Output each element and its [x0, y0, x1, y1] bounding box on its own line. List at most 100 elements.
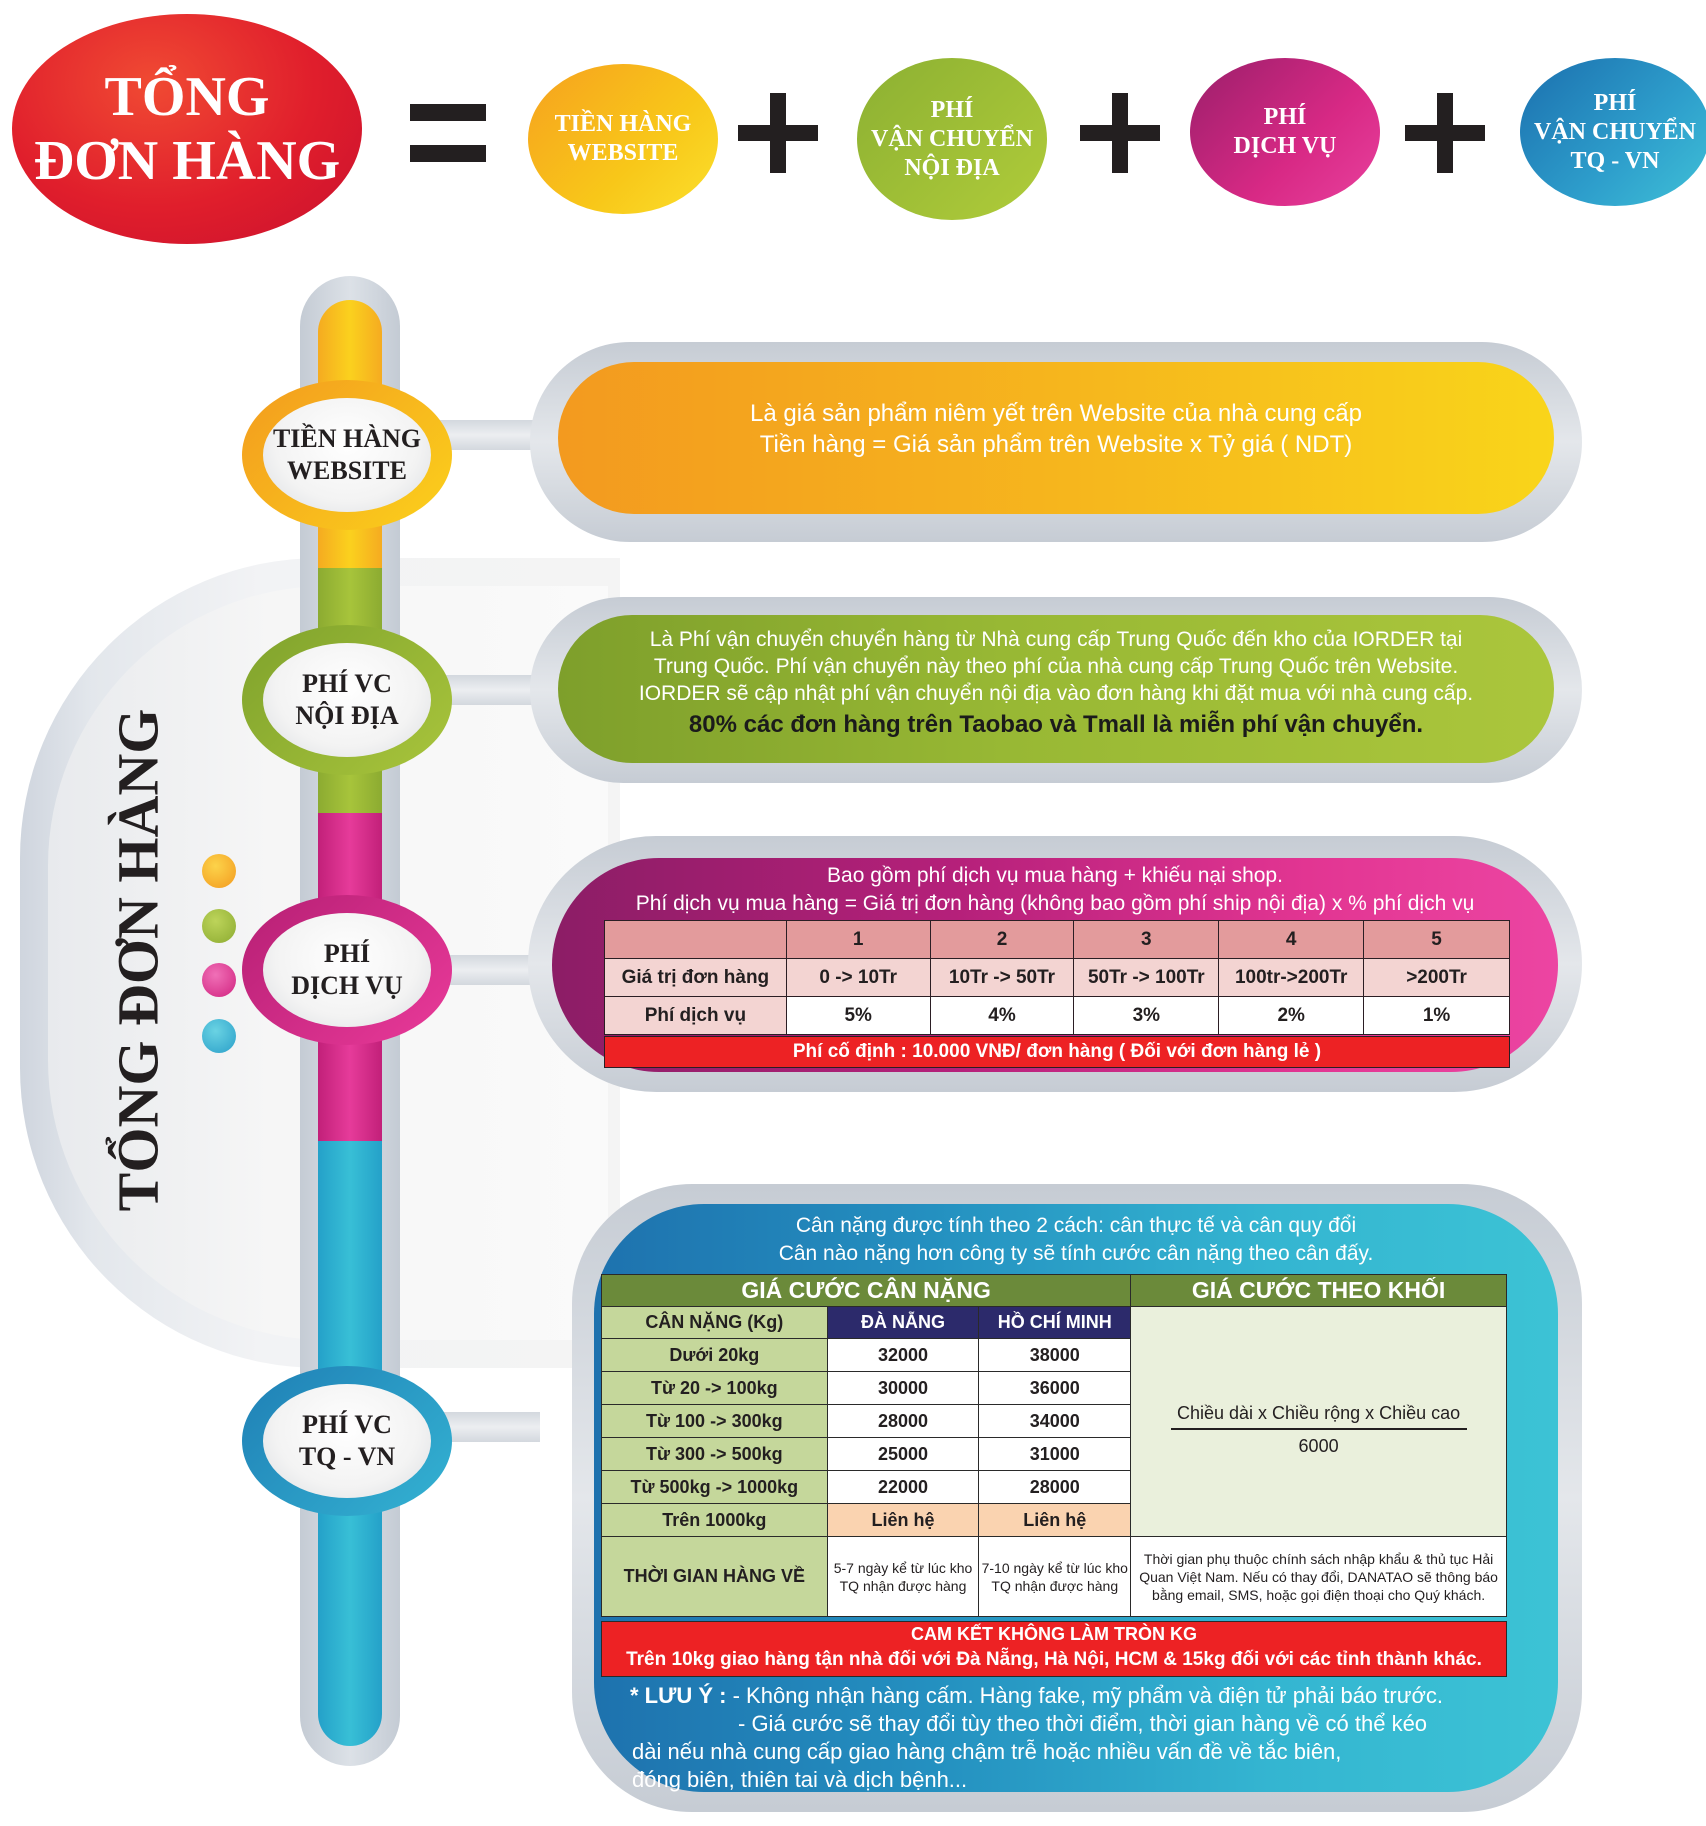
service-fee-corner [604, 920, 787, 959]
website-fee-line-1: Là giá sản phẩm niêm yết trên Website củ… [750, 400, 1362, 427]
website-fee-line-2: Tiền hàng = Giá sản phẩm trên Website x … [759, 431, 1353, 458]
col-danang-header: ĐÀ NẴNG [826, 1306, 980, 1339]
service-fee-value: 50Tr -> 100Tr [1073, 958, 1220, 997]
delivery-time-row: THỜI GIAN HÀNG VỀ 5-7 ngày kể từ lúc kho… [601, 1536, 1507, 1617]
node-international: PHÍ VC TQ - VN [242, 1366, 452, 1516]
rate-danang: 28000 [826, 1404, 980, 1438]
formula-service-oval: PHÍ DỊCH VỤ [1190, 58, 1380, 206]
plus-sign-2 [1080, 93, 1160, 173]
rate-row: Từ 20 -> 100kg 30000 36000 [601, 1371, 1507, 1405]
domestic-fee-line-2: Trung Quốc. Phí vận chuyển này theo phí … [653, 655, 1459, 678]
rate-row-label: Từ 300 -> 500kg [601, 1437, 828, 1471]
rate-hcm: 38000 [978, 1338, 1132, 1372]
service-fee-level-row: 1 2 3 4 5 [604, 920, 1510, 959]
service-fee-percent-row: Phí dịch vụ 5% 4% 3% 2% 1% [604, 996, 1510, 1035]
formula-international-line-1: PHÍ [1593, 89, 1637, 116]
service-fee-percent: 3% [1073, 996, 1220, 1035]
formula-service-line-1: PHÍ [1263, 104, 1307, 130]
formula-domestic-line-1: PHÍ [930, 96, 974, 123]
rate-row: Từ 300 -> 500kg 25000 31000 [601, 1437, 1507, 1471]
commitment-title: CAM KẾT KHÔNG LÀM TRÒN KG [911, 1624, 1197, 1644]
service-fee-line-1: Bao gồm phí dịch vụ mua hàng + khiếu nại… [827, 864, 1283, 887]
delivery-time-danang: 5-7 ngày kể từ lúc kho TQ nhận được hàng [826, 1536, 980, 1617]
plus-sign-3 [1405, 93, 1485, 173]
node-domestic: PHÍ VC NỘI ĐỊA [242, 625, 452, 775]
rate-hcm: 34000 [978, 1404, 1132, 1438]
service-fee-value: 0 -> 10Tr [785, 958, 931, 997]
formula-website-line-2: WEBSITE [567, 140, 679, 166]
volume-formula-divider [1170, 1428, 1467, 1430]
volume-formula-numerator: Chiều dài x Chiều rộng x Chiều cao [1176, 1403, 1461, 1423]
node-service-line-2: DỊCH VỤ [291, 971, 403, 1000]
node-website: TIỀN HÀNG WEBSITE [242, 380, 452, 530]
service-fee-level: 5 [1363, 920, 1510, 959]
service-fee-level: 4 [1218, 920, 1365, 959]
rate-hcm: 31000 [978, 1437, 1132, 1471]
equals-sign [410, 104, 486, 162]
formula-website-line-1: TIỀN HÀNG [554, 111, 692, 137]
rate-row: Dưới 20kg 32000 38000 [601, 1338, 1507, 1372]
commitment-bar: CAM KẾT KHÔNG LÀM TRÒN KG Trên 10kg giao… [601, 1621, 1507, 1677]
domestic-fee-line-3: IORDER sẽ cập nhật phí vận chuyển nội đị… [638, 682, 1474, 705]
service-fee-table: 1 2 3 4 5 Giá trị đơn hàng 0 -> 10Tr 10T… [604, 920, 1510, 1035]
total-order-line-1: TỔNG [104, 66, 270, 128]
rate-danang: 25000 [826, 1437, 980, 1471]
rate-hcm: 28000 [978, 1470, 1132, 1504]
service-fee-percent: 1% [1363, 996, 1510, 1035]
formula-website-oval: TIỀN HÀNG WEBSITE [528, 64, 718, 214]
service-fee-value: 10Tr -> 50Tr [929, 958, 1075, 997]
weight-rate-title: GIÁ CƯỚC CÂN NẶNG [600, 1274, 1132, 1307]
total-order-line-2: ĐƠN HÀNG [33, 130, 341, 192]
node-website-line-1: TIỀN HÀNG [272, 424, 422, 453]
volume-formula-denominator: 6000 [1298, 1435, 1339, 1456]
formula-domestic-line-3: NỘI ĐỊA [904, 154, 1000, 181]
commitment-text: Trên 10kg giao hàng tận nhà đối với Đà N… [626, 1649, 1482, 1670]
shipping-notes: * LƯU Ý : - Không nhận hàng cấm. Hàng fa… [620, 1682, 1540, 1794]
rate-row: Từ 500kg -> 1000kg 22000 28000 [601, 1470, 1507, 1504]
plus-sign-1 [738, 93, 818, 173]
dot-orange [202, 854, 236, 888]
node-website-line-2: WEBSITE [287, 456, 407, 485]
side-title-text: TỔNG ĐƠN HÀNG [105, 708, 171, 1212]
shipping-intro-line-1: Cân nặng được tính theo 2 cách: cân thực… [795, 1214, 1357, 1237]
rate-danang: 30000 [826, 1371, 980, 1405]
delivery-time-note: Thời gian phụ thuộc chính sách nhập khẩu… [1130, 1536, 1507, 1617]
domestic-panel: Là Phí vận chuyển chuyển hàng từ Nhà cun… [558, 615, 1554, 763]
total-order-oval: TỔNG ĐƠN HÀNG [12, 14, 362, 244]
rate-row-label: Dưới 20kg [601, 1338, 828, 1372]
dot-blue [202, 1019, 236, 1053]
rate-hcm: 36000 [978, 1371, 1132, 1405]
formula-domestic-oval: PHÍ VẬN CHUYỂN NỘI ĐỊA [857, 58, 1047, 220]
rate-row-label: Trên 1000kg [601, 1503, 828, 1537]
node-service-line-1: PHÍ [323, 939, 371, 968]
rate-danang: Liên hệ [826, 1503, 980, 1537]
rate-danang: 22000 [826, 1470, 980, 1504]
node-domestic-line-2: NỘI ĐỊA [295, 701, 399, 730]
delivery-time-label: THỜI GIAN HÀNG VỀ [601, 1536, 828, 1617]
domestic-fee-highlight: 80% các đơn hàng trên Taobao và Tmall là… [688, 711, 1424, 738]
service-fee-percent: 5% [785, 996, 931, 1035]
node-international-line-1: PHÍ VC [302, 1410, 392, 1439]
service-fee-percent: 4% [929, 996, 1075, 1035]
rate-row: Từ 100 -> 300kg 28000 34000 [601, 1404, 1507, 1438]
rate-row-label: Từ 20 -> 100kg [601, 1371, 828, 1405]
service-fee-value-row: Giá trị đơn hàng 0 -> 10Tr 10Tr -> 50Tr … [604, 958, 1510, 997]
formula-international-oval: PHÍ VẬN CHUYỂN TQ - VN [1520, 58, 1706, 206]
dot-green [202, 909, 236, 943]
service-fee-level: 2 [929, 920, 1075, 959]
service-fee-level: 3 [1073, 920, 1220, 959]
formula-international-line-3: TQ - VN [1570, 147, 1660, 174]
service-fixed-fee-bar: Phí cố định : 10.000 VNĐ/ đơn hàng ( Đối… [604, 1036, 1510, 1068]
node-international-line-2: TQ - VN [298, 1442, 396, 1471]
dot-magenta [202, 963, 236, 997]
service-fee-level: 1 [785, 920, 931, 959]
website-panel: Là giá sản phẩm niêm yết trên Website củ… [558, 362, 1554, 514]
rate-row: Trên 1000kg Liên hệ Liên hệ [601, 1503, 1507, 1537]
rate-danang: 32000 [826, 1338, 980, 1372]
formula-domestic-line-2: VẬN CHUYỂN [871, 125, 1033, 152]
shipping-intro-line-2: Cân nào nặng hơn công ty sẽ tính cước câ… [778, 1242, 1374, 1265]
note-line-1: - Không nhận hàng cấm. Hàng fake, mỹ phẩ… [732, 1683, 1444, 1708]
rate-hcm: Liên hệ [978, 1503, 1132, 1537]
volume-formula-cell: Chiều dài x Chiều rộng x Chiều cao 6000 [1130, 1306, 1507, 1537]
node-domestic-line-1: PHÍ VC [302, 669, 392, 698]
